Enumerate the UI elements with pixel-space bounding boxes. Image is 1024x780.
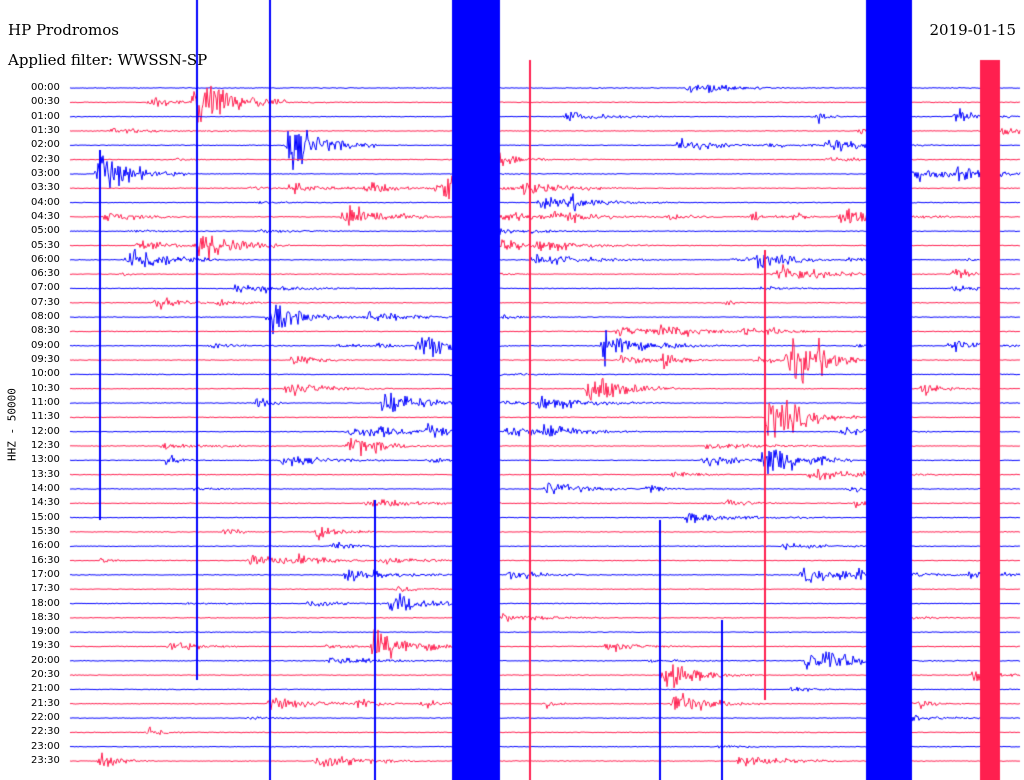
- time-label: 16:30: [31, 554, 60, 566]
- time-label: 23:30: [31, 755, 60, 767]
- time-label: 10:30: [31, 382, 60, 394]
- time-label: 22:30: [31, 726, 60, 738]
- time-label: 08:30: [31, 325, 60, 337]
- time-label: 09:00: [31, 339, 60, 351]
- time-label: 21:30: [31, 697, 60, 709]
- time-label: 05:00: [31, 225, 60, 237]
- time-label: 13:00: [31, 454, 60, 466]
- time-label: 12:30: [31, 440, 60, 451]
- time-label: 19:00: [31, 626, 60, 638]
- time-label: 16:00: [31, 540, 60, 552]
- date-label: 2019-01-15: [929, 21, 1016, 39]
- time-label: 17:30: [31, 583, 60, 595]
- time-label: 19:30: [31, 640, 60, 652]
- time-label: 20:30: [31, 669, 60, 681]
- time-label: 08:00: [31, 311, 60, 323]
- time-label: 02:00: [31, 139, 60, 151]
- time-label: 13:30: [31, 468, 60, 480]
- time-label: 06:30: [31, 268, 60, 280]
- time-label: 18:00: [31, 597, 60, 609]
- time-label: 17:00: [31, 568, 60, 580]
- time-label: 01:00: [31, 110, 60, 122]
- time-label: 00:30: [31, 96, 60, 108]
- time-label: 00:00: [31, 82, 60, 93]
- time-label: 03:00: [31, 167, 60, 179]
- time-label: 09:30: [31, 354, 60, 366]
- time-label: 04:30: [31, 210, 60, 222]
- time-label: 15:30: [31, 525, 60, 537]
- filter-label: Applied filter: WWSSN-SP: [8, 51, 208, 69]
- station-title: HP Prodromos: [8, 21, 119, 39]
- time-label: 01:30: [31, 124, 60, 136]
- time-label: 18:30: [31, 611, 60, 623]
- time-label: 04:00: [31, 196, 60, 208]
- time-label: 22:00: [31, 712, 60, 724]
- time-label: 07:30: [31, 296, 60, 308]
- time-label: 12:00: [31, 425, 60, 437]
- time-label: 07:00: [31, 282, 60, 294]
- time-label: 06:00: [31, 253, 60, 265]
- time-label: 05:30: [31, 239, 60, 251]
- time-label: 21:00: [31, 683, 60, 695]
- time-label: 03:30: [31, 182, 60, 194]
- time-label: 11:00: [31, 397, 60, 409]
- time-label: 02:30: [31, 153, 60, 165]
- time-label: 10:00: [31, 368, 60, 380]
- time-label: 20:00: [31, 654, 60, 666]
- channel-axis-label: HHZ - 50000: [5, 388, 19, 461]
- time-label: 23:00: [31, 740, 60, 752]
- time-label: 14:30: [31, 497, 60, 509]
- time-label: 11:30: [31, 411, 60, 423]
- time-label: 14:00: [31, 482, 60, 494]
- time-label: 15:00: [31, 511, 60, 523]
